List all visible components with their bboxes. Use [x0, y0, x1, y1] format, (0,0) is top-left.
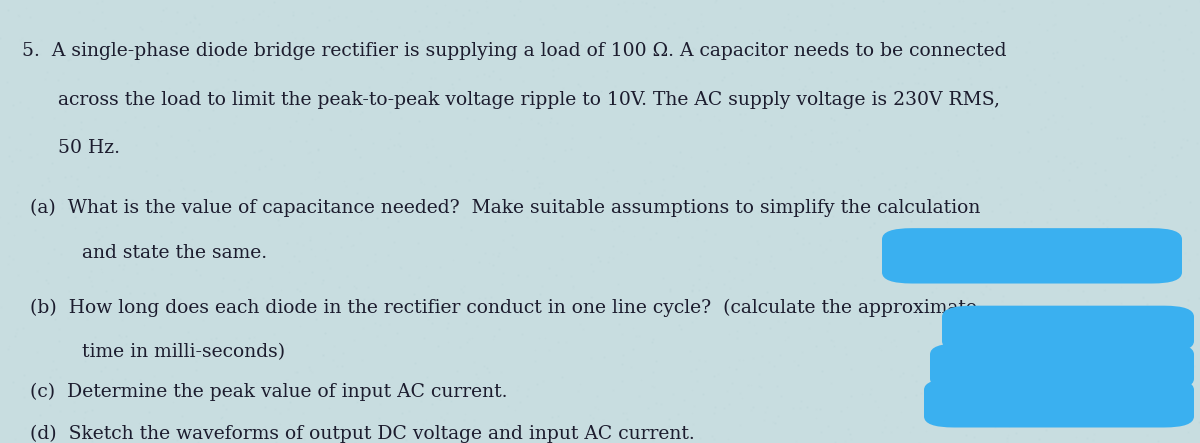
Text: 50 Hz.: 50 Hz. [58, 140, 120, 157]
Text: (d)  Sketch the waveforms of output DC voltage and input AC current.: (d) Sketch the waveforms of output DC vo… [30, 425, 695, 443]
Text: (a)  What is the value of capacitance needed?  Make suitable assumptions to simp: (a) What is the value of capacitance nee… [30, 199, 980, 218]
FancyBboxPatch shape [924, 379, 1194, 427]
Text: (b)  How long does each diode in the rectifier conduct in one line cycle?  (calc: (b) How long does each diode in the rect… [30, 299, 977, 317]
Text: 5.  A single-phase diode bridge rectifier is supplying a load of 100 Ω. A capaci: 5. A single-phase diode bridge rectifier… [22, 42, 1006, 60]
Text: time in milli-seconds): time in milli-seconds) [82, 343, 284, 361]
FancyBboxPatch shape [930, 343, 1194, 390]
Text: across the load to limit the peak-to-peak voltage ripple to 10V. The AC supply v: across the load to limit the peak-to-pea… [58, 91, 1000, 109]
Text: and state the same.: and state the same. [82, 244, 266, 261]
Text: (c)  Determine the peak value of input AC current.: (c) Determine the peak value of input AC… [30, 383, 508, 401]
FancyBboxPatch shape [942, 306, 1194, 352]
FancyBboxPatch shape [882, 228, 1182, 284]
